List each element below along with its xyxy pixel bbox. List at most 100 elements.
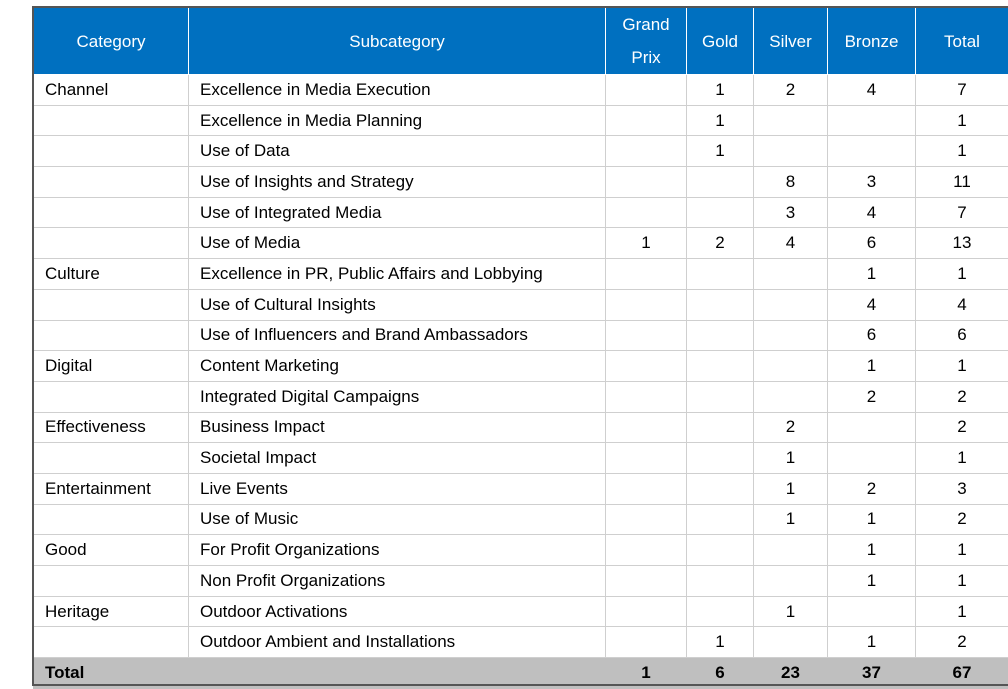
number-cell [754, 259, 828, 290]
text-cell: Integrated Digital Campaigns [189, 381, 606, 412]
number-cell: 6 [916, 320, 1008, 351]
number-cell: 1 [916, 596, 1008, 627]
number-cell [754, 320, 828, 351]
text-cell [34, 167, 189, 198]
number-cell [754, 289, 828, 320]
number-cell: 2 [828, 381, 916, 412]
total-cell: 67 [916, 658, 1008, 689]
text-cell: Business Impact [189, 412, 606, 443]
table-row: Use of Influencers and Brand Ambassadors… [34, 320, 1008, 351]
number-cell [606, 566, 687, 597]
number-cell: 2 [754, 412, 828, 443]
number-cell: 8 [754, 167, 828, 198]
number-cell [828, 596, 916, 627]
number-cell: 1 [916, 566, 1008, 597]
number-cell [828, 136, 916, 167]
number-cell [687, 504, 754, 535]
number-cell: 3 [916, 473, 1008, 504]
text-cell [34, 566, 189, 597]
text-cell: Outdoor Activations [189, 596, 606, 627]
text-cell: Use of Influencers and Brand Ambassadors [189, 320, 606, 351]
number-cell: 7 [916, 197, 1008, 228]
number-cell: 1 [754, 443, 828, 474]
text-cell: Use of Music [189, 504, 606, 535]
number-cell: 1 [916, 351, 1008, 382]
number-cell [687, 473, 754, 504]
text-cell [34, 627, 189, 658]
text-cell: Heritage [34, 596, 189, 627]
number-cell [687, 167, 754, 198]
text-cell: Excellence in PR, Public Affairs and Lob… [189, 259, 606, 290]
text-cell: Culture [34, 259, 189, 290]
number-cell [754, 136, 828, 167]
number-cell [606, 504, 687, 535]
total-cell: 23 [754, 658, 828, 689]
number-cell [687, 197, 754, 228]
number-cell: 1 [754, 504, 828, 535]
text-cell: Societal Impact [189, 443, 606, 474]
number-cell: 1 [687, 75, 754, 106]
number-cell [687, 596, 754, 627]
number-cell [606, 289, 687, 320]
number-cell: 7 [916, 75, 1008, 106]
number-cell [606, 473, 687, 504]
number-cell: 1 [916, 136, 1008, 167]
number-cell: 1 [687, 105, 754, 136]
total-cell: 6 [687, 658, 754, 689]
total-label: Total [34, 658, 189, 689]
number-cell [754, 535, 828, 566]
number-cell [687, 535, 754, 566]
text-cell [34, 136, 189, 167]
text-cell: Use of Data [189, 136, 606, 167]
number-cell: 1 [754, 596, 828, 627]
number-cell [687, 320, 754, 351]
number-cell: 1 [754, 473, 828, 504]
number-cell [687, 259, 754, 290]
number-cell [828, 443, 916, 474]
text-cell: Good [34, 535, 189, 566]
number-cell: 1 [828, 259, 916, 290]
number-cell [606, 412, 687, 443]
number-cell: 1 [916, 105, 1008, 136]
number-cell: 1 [828, 627, 916, 658]
number-cell [754, 105, 828, 136]
number-cell [606, 596, 687, 627]
number-cell: 13 [916, 228, 1008, 259]
number-cell [606, 627, 687, 658]
table-row: Use of Data 1 1 [34, 136, 1008, 167]
text-cell: Digital [34, 351, 189, 382]
number-cell [606, 381, 687, 412]
number-cell: 1 [687, 136, 754, 167]
number-cell: 3 [828, 167, 916, 198]
number-cell: 2 [916, 412, 1008, 443]
text-cell: Use of Cultural Insights [189, 289, 606, 320]
text-cell: Content Marketing [189, 351, 606, 382]
total-cell: 37 [828, 658, 916, 689]
number-cell [687, 289, 754, 320]
number-cell: 2 [754, 75, 828, 106]
number-cell: 1 [687, 627, 754, 658]
number-cell: 2 [916, 627, 1008, 658]
number-cell [754, 351, 828, 382]
text-cell: Outdoor Ambient and Installations [189, 627, 606, 658]
number-cell: 4 [828, 75, 916, 106]
empty-cell [189, 658, 606, 689]
number-cell: 2 [828, 473, 916, 504]
number-cell [606, 259, 687, 290]
number-cell [606, 105, 687, 136]
